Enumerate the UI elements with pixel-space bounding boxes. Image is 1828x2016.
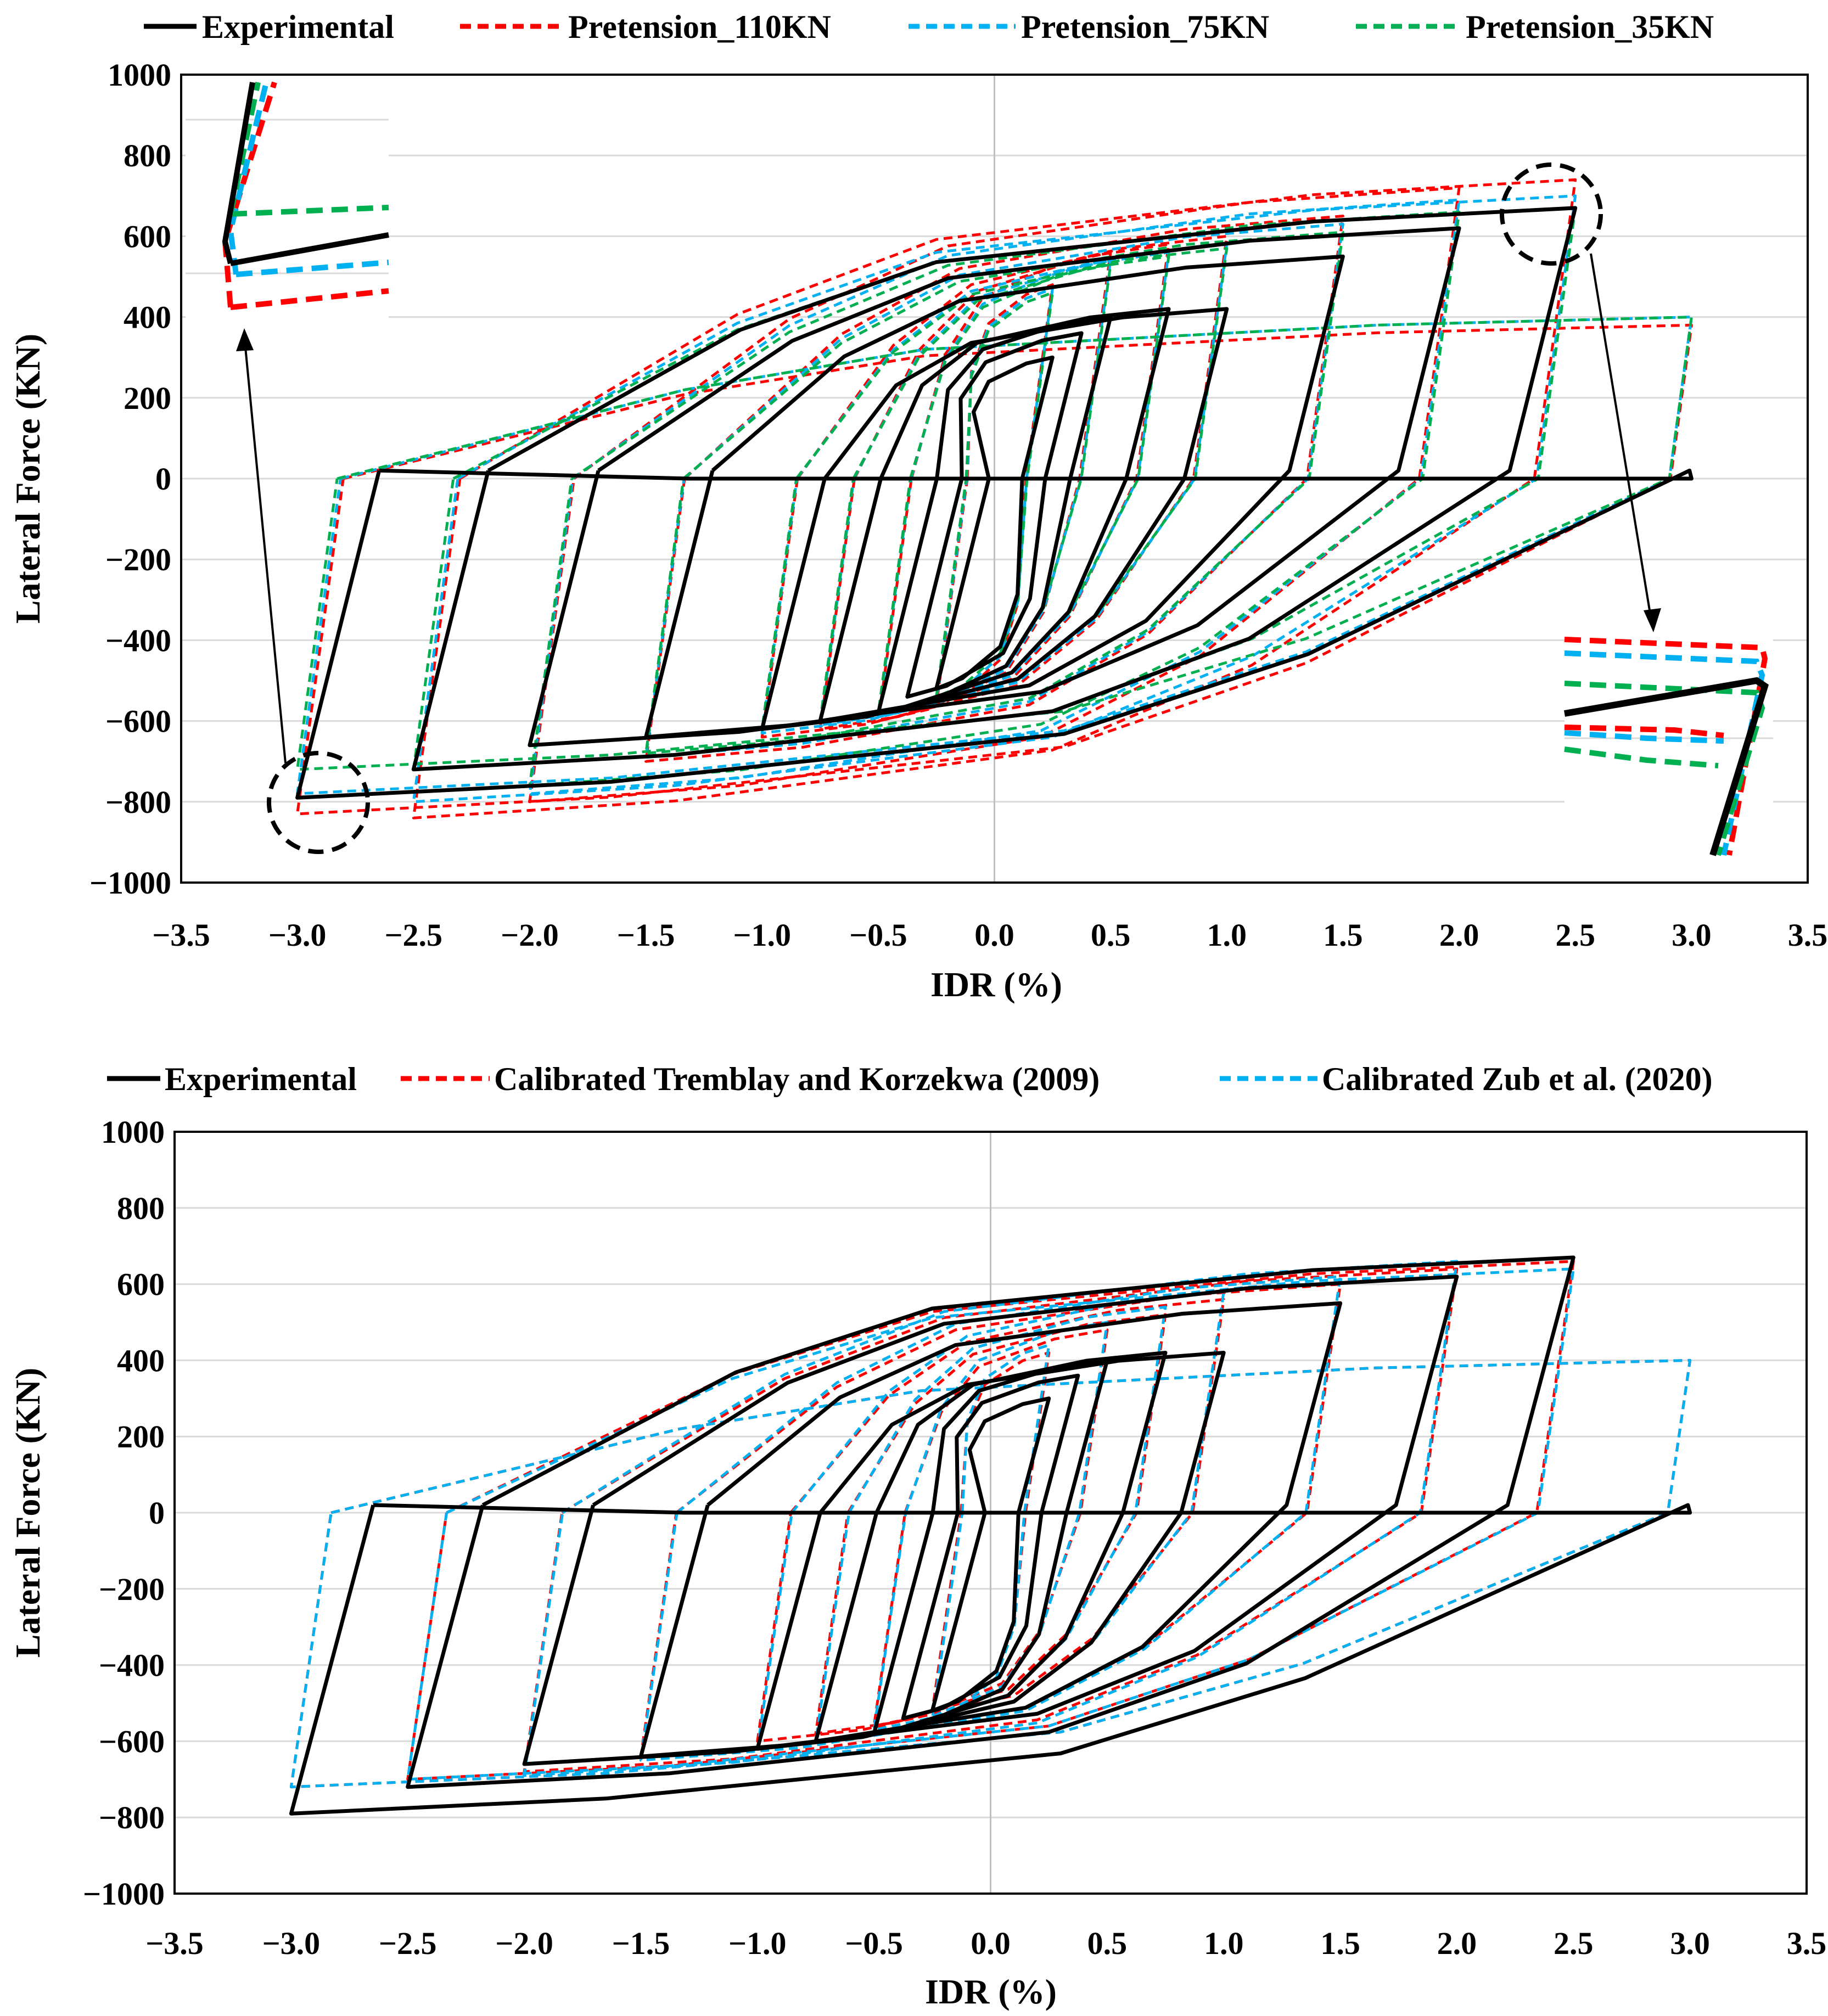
series-experimental	[295, 206, 1694, 800]
hysteresis-loop	[528, 226, 1461, 748]
x-tick-label: −0.5	[845, 1925, 903, 1961]
x-tick-label: −0.5	[849, 917, 907, 953]
series-experimental	[289, 1255, 1692, 1816]
x-tick-labels: −3.5 −3.0 −2.5 −2.0 −1.5 −1.0 −0.5 0.0 0.5 1.0 1.5…	[145, 1925, 1826, 1961]
legend-label-experimental: Experimental	[202, 9, 394, 45]
legend-label-pretension-110: Pretension_110KN	[568, 9, 831, 45]
x-tick-label: 1.5	[1320, 1925, 1360, 1961]
y-tick-labels: 1000 800 600 400 200 0 −200 −400 −600 −800 −1000	[83, 1114, 165, 1912]
x-tick-label: −1.5	[617, 917, 675, 953]
y-tick-label: 0	[155, 461, 171, 497]
legend: Experimental Pretension_110KN Pretension…	[144, 9, 1714, 45]
y-tick-label: −1000	[83, 1876, 165, 1912]
y-tick-label: −200	[105, 542, 171, 577]
y-tick-label: −600	[105, 704, 171, 739]
x-tick-label: 2.0	[1439, 917, 1479, 953]
hysteresis-loop	[760, 234, 1229, 739]
x-tick-label: 1.5	[1323, 917, 1363, 953]
y-tick-label: −800	[99, 1800, 165, 1835]
y-tick-label: 400	[124, 300, 171, 335]
x-tick-label: −2.0	[495, 1925, 553, 1961]
y-tick-label: −400	[99, 1648, 165, 1683]
legend-label-zub: Calibrated Zub et al. (2020)	[1322, 1061, 1713, 1097]
y-axis-title: Lateral Force (KN)	[8, 334, 47, 624]
x-tick-label: 1.0	[1207, 917, 1247, 953]
x-tick-label: −1.5	[612, 1925, 670, 1961]
y-tick-label: −800	[105, 784, 171, 820]
x-tick-label: −1.0	[733, 917, 791, 953]
y-tick-labels: 1000 800 600 400 200 0 −200 −400 −600 −800 −1000	[89, 57, 171, 901]
x-tick-label: −3.5	[152, 917, 210, 953]
hysteresis-loop	[411, 206, 1578, 772]
x-tick-label: 3.5	[1787, 1925, 1827, 1961]
x-tick-label: 3.0	[1670, 1925, 1710, 1961]
hysteresis-loop	[289, 1358, 1692, 1789]
x-tick-label: −3.0	[268, 917, 327, 953]
y-tick-label: 400	[117, 1343, 165, 1378]
x-tick-label: 2.5	[1555, 917, 1595, 953]
y-tick-label: 1000	[101, 1114, 165, 1150]
hysteresis-loop	[639, 1283, 1342, 1758]
x-tick-label: 0.5	[1091, 917, 1131, 953]
x-tick-label: −2.5	[385, 917, 443, 953]
y-tick-label: −600	[99, 1723, 165, 1759]
x-tick-label: −2.0	[501, 917, 559, 953]
legend: Experimental Calibrated Tremblay and Kor…	[107, 1061, 1713, 1097]
grid-lines	[175, 1132, 1807, 1894]
hysteresis-loop	[872, 1321, 1109, 1732]
plot-frame	[173, 1131, 1808, 1895]
legend-label-tremblay: Calibrated Tremblay and Korzekwa (2009)	[494, 1061, 1100, 1097]
y-tick-label: −1000	[89, 865, 171, 901]
y-tick-label: 200	[124, 380, 171, 416]
x-tick-label: 0.0	[974, 917, 1014, 953]
x-tick-label: −3.5	[145, 1925, 204, 1961]
hysteresis-loop	[760, 243, 1229, 735]
hysteresis-loop	[756, 1298, 1225, 1743]
y-tick-label: 200	[117, 1419, 165, 1455]
y-tick-label: 1000	[108, 57, 171, 93]
x-axis-title: IDR (%)	[930, 965, 1062, 1004]
x-tick-label: −1.0	[728, 1925, 787, 1961]
x-tick-label: 3.0	[1672, 917, 1712, 953]
zoom-detail-peak-positive	[1500, 162, 1773, 856]
y-tick-label: 600	[117, 1267, 165, 1302]
callout-circle-negative	[267, 751, 370, 854]
chart-bottom: 1000 800 600 400 200 0 −200 −400 −600 −800 −1000 −…	[8, 1061, 1826, 2011]
y-tick-label: 0	[149, 1495, 165, 1531]
plot-frame	[180, 74, 1809, 884]
chart-top: 1000 800 600 400 200 0 −200 −400 −600 −800 −1000 −…	[8, 9, 1827, 1004]
legend-label-pretension-75: Pretension_75KN	[1021, 9, 1269, 45]
zoom-detail-peak-negative	[186, 81, 389, 854]
hysteresis-loop	[289, 1503, 1692, 1816]
legend-label-pretension-35: Pretension_35KN	[1466, 9, 1714, 45]
x-tick-label: 1.0	[1204, 1925, 1244, 1961]
x-axis-title: IDR (%)	[925, 1972, 1057, 2011]
y-axis-title: Lateral Force (KN)	[8, 1368, 47, 1658]
legend-label-experimental: Experimental	[165, 1061, 357, 1097]
x-tick-label: −2.5	[379, 1925, 437, 1961]
x-tick-label: 3.5	[1788, 917, 1828, 953]
y-tick-label: −400	[105, 622, 171, 658]
x-tick-label: 0.0	[971, 1925, 1011, 1961]
x-tick-labels: −3.5 −3.0 −2.5 −2.0 −1.5 −1.0 −0.5 0.0 0.5 1.0 1.5…	[152, 917, 1827, 953]
hysteresis-loop	[406, 1255, 1575, 1789]
hysteresis-loop	[295, 468, 1694, 800]
series-group	[289, 1255, 1692, 1816]
x-tick-label: 0.5	[1087, 1925, 1128, 1961]
x-tick-label: 2.0	[1437, 1925, 1477, 1961]
y-tick-label: 600	[124, 218, 171, 254]
hysteresis-loop	[528, 186, 1461, 804]
x-tick-label: 2.5	[1554, 1925, 1594, 1961]
series-group	[295, 178, 1694, 819]
callout-circle-positive	[1500, 162, 1603, 266]
y-tick-label: 800	[124, 138, 171, 173]
x-tick-label: −3.0	[262, 1925, 321, 1961]
hysteresis-loop	[522, 1274, 1459, 1766]
y-tick-label: −200	[99, 1571, 165, 1607]
y-tick-label: 800	[117, 1190, 165, 1226]
